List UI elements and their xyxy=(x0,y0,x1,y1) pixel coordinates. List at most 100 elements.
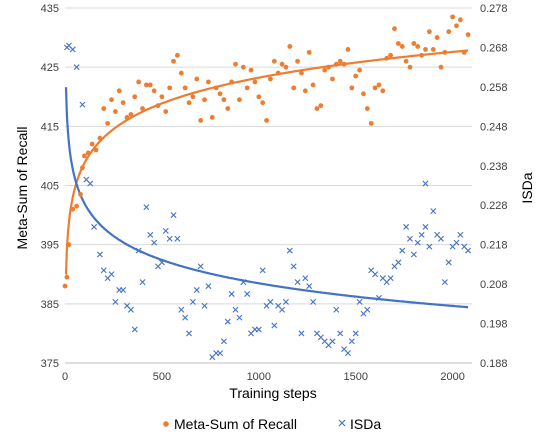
point-isda xyxy=(96,251,103,258)
point-meta-sum xyxy=(62,283,68,289)
point-isda xyxy=(306,283,313,290)
y-right-tick-label: 0.258 xyxy=(480,82,508,94)
legend-marker-x xyxy=(338,419,346,427)
point-meta-sum xyxy=(457,17,463,23)
trendlines xyxy=(64,49,469,309)
point-isda xyxy=(220,338,227,345)
point-isda xyxy=(91,223,98,230)
point-isda xyxy=(143,204,150,211)
gridlines xyxy=(65,7,472,364)
y-right-tick-label: 0.278 xyxy=(480,3,508,15)
point-meta-sum xyxy=(333,61,339,67)
point-isda xyxy=(348,338,355,345)
point-meta-sum xyxy=(66,242,72,248)
y-right-tick-label: 0.248 xyxy=(480,121,508,133)
legend-item-meta-sum: Meta-Sum of Recall xyxy=(163,416,297,432)
point-isda xyxy=(197,263,204,270)
y-left-tick-label: 435 xyxy=(41,3,59,15)
point-meta-sum xyxy=(357,67,362,73)
legend-label-isda: ISDa xyxy=(350,416,381,432)
x-tick-label: 0 xyxy=(62,371,68,383)
point-meta-sum xyxy=(182,85,188,91)
point-meta-sum xyxy=(353,73,359,79)
point-meta-sum xyxy=(217,91,223,97)
point-meta-sum xyxy=(461,49,467,55)
trendline-meta-sum xyxy=(64,49,469,275)
point-meta-sum xyxy=(175,52,180,58)
point-isda xyxy=(259,267,266,274)
point-meta-sum xyxy=(337,58,343,64)
point-isda xyxy=(465,247,472,254)
point-meta-sum xyxy=(229,79,235,85)
point-isda xyxy=(271,322,278,329)
y-left-tick-label: 385 xyxy=(41,299,59,311)
point-meta-sum xyxy=(186,100,192,106)
point-meta-sum xyxy=(318,103,324,109)
point-meta-sum xyxy=(442,49,448,55)
point-meta-sum xyxy=(368,120,374,126)
y-left-tick-label: 395 xyxy=(41,240,59,252)
point-meta-sum xyxy=(209,115,215,120)
point-meta-sum xyxy=(302,88,308,94)
point-meta-sum xyxy=(271,58,277,64)
point-meta-sum xyxy=(256,94,262,100)
point-isda xyxy=(387,275,394,282)
point-meta-sum xyxy=(283,64,289,70)
x-axis-title: Training steps xyxy=(229,385,316,401)
y-right-tick-label: 0.198 xyxy=(480,319,508,331)
point-meta-sum xyxy=(275,70,281,76)
point-isda xyxy=(352,330,359,337)
point-isda xyxy=(406,235,413,242)
point-meta-sum xyxy=(395,41,401,46)
point-meta-sum xyxy=(450,14,456,20)
point-isda xyxy=(364,306,371,313)
point-isda xyxy=(170,212,177,219)
point-meta-sum xyxy=(260,100,266,106)
point-isda xyxy=(236,314,243,321)
point-isda xyxy=(174,235,181,242)
point-isda xyxy=(329,338,336,345)
point-meta-sum xyxy=(248,67,254,73)
point-meta-sum xyxy=(151,88,157,94)
point-meta-sum xyxy=(341,61,347,67)
point-meta-sum xyxy=(74,203,80,209)
point-meta-sum xyxy=(252,79,258,85)
point-isda xyxy=(372,271,379,278)
point-meta-sum xyxy=(237,97,242,103)
point-meta-sum xyxy=(364,106,370,111)
point-isda xyxy=(375,294,382,301)
point-meta-sum xyxy=(399,44,405,49)
point-meta-sum xyxy=(78,191,83,197)
point-isda xyxy=(139,279,146,286)
point-isda xyxy=(395,259,402,266)
point-meta-sum xyxy=(206,79,211,85)
point-meta-sum xyxy=(434,35,440,40)
y-right-tick-label: 0.238 xyxy=(480,161,508,173)
point-meta-sum xyxy=(322,67,328,73)
point-meta-sum xyxy=(105,120,111,126)
point-meta-sum xyxy=(120,100,126,106)
point-meta-sum xyxy=(194,76,200,82)
point-isda xyxy=(418,231,425,238)
point-isda xyxy=(399,247,406,254)
point-meta-sum xyxy=(171,58,176,64)
point-meta-sum xyxy=(81,153,87,159)
point-meta-sum xyxy=(361,91,366,97)
point-meta-sum xyxy=(264,118,269,123)
point-meta-sum xyxy=(349,85,355,91)
point-isda xyxy=(151,239,158,246)
point-isda xyxy=(337,330,344,337)
left-axis-title: Meta-Sum of Recall xyxy=(14,127,30,250)
point-meta-sum xyxy=(279,61,285,67)
point-meta-sum xyxy=(93,147,99,153)
x-tick-label: 1500 xyxy=(343,371,367,383)
point-isda xyxy=(422,180,429,187)
legend: Meta-Sum of Recall ISDa xyxy=(163,416,381,432)
point-isda xyxy=(422,223,429,230)
point-meta-sum xyxy=(465,32,471,38)
point-isda xyxy=(410,251,417,258)
point-meta-sum xyxy=(163,109,169,114)
point-meta-sum xyxy=(372,85,378,91)
point-isda xyxy=(286,247,293,254)
point-isda xyxy=(135,247,142,254)
